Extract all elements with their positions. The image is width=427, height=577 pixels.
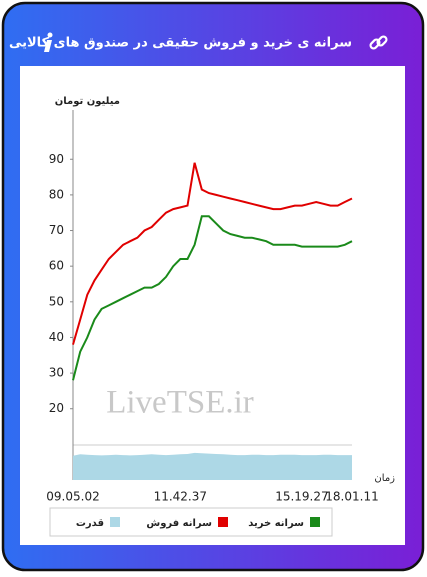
legend-swatch <box>218 517 228 527</box>
link-icon[interactable] <box>369 35 388 50</box>
legend-label: سرانه خرید <box>248 518 304 529</box>
x-tick-label: 11.42.37 <box>154 490 207 504</box>
y-tick-label: 30 <box>49 366 64 380</box>
y-tick-label: 60 <box>49 259 64 273</box>
watermark: LiveTSE.ir <box>106 385 254 421</box>
line <box>72 215 353 381</box>
line <box>72 162 353 345</box>
y-tick-label: 40 <box>49 330 64 344</box>
legend-label: قدرت <box>76 518 104 529</box>
y-tick-label: 20 <box>49 401 64 415</box>
x-tick-label: 18.01.11 <box>325 490 378 504</box>
legend-label: سرانه فروش <box>146 518 212 529</box>
header-title: سرانه ی خرید و فروش حقیقی در صندوق های ک… <box>9 36 352 51</box>
legend-swatch <box>310 517 320 527</box>
legend-swatch <box>110 517 120 527</box>
y-tick-label: 70 <box>49 223 64 237</box>
x-tick-label: 15.19.27 <box>275 490 328 504</box>
area <box>73 452 352 480</box>
y-tick-label: 50 <box>49 294 64 308</box>
y-axis-label: میلیون تومان <box>55 96 120 107</box>
info-icon[interactable] <box>44 32 53 53</box>
y-tick-label: 90 <box>49 152 64 166</box>
legend <box>49 507 333 537</box>
y-tick-label: 80 <box>49 187 64 201</box>
x-tick-label: 09.05.02 <box>46 490 99 504</box>
x-axis-label: زمان <box>374 473 395 484</box>
